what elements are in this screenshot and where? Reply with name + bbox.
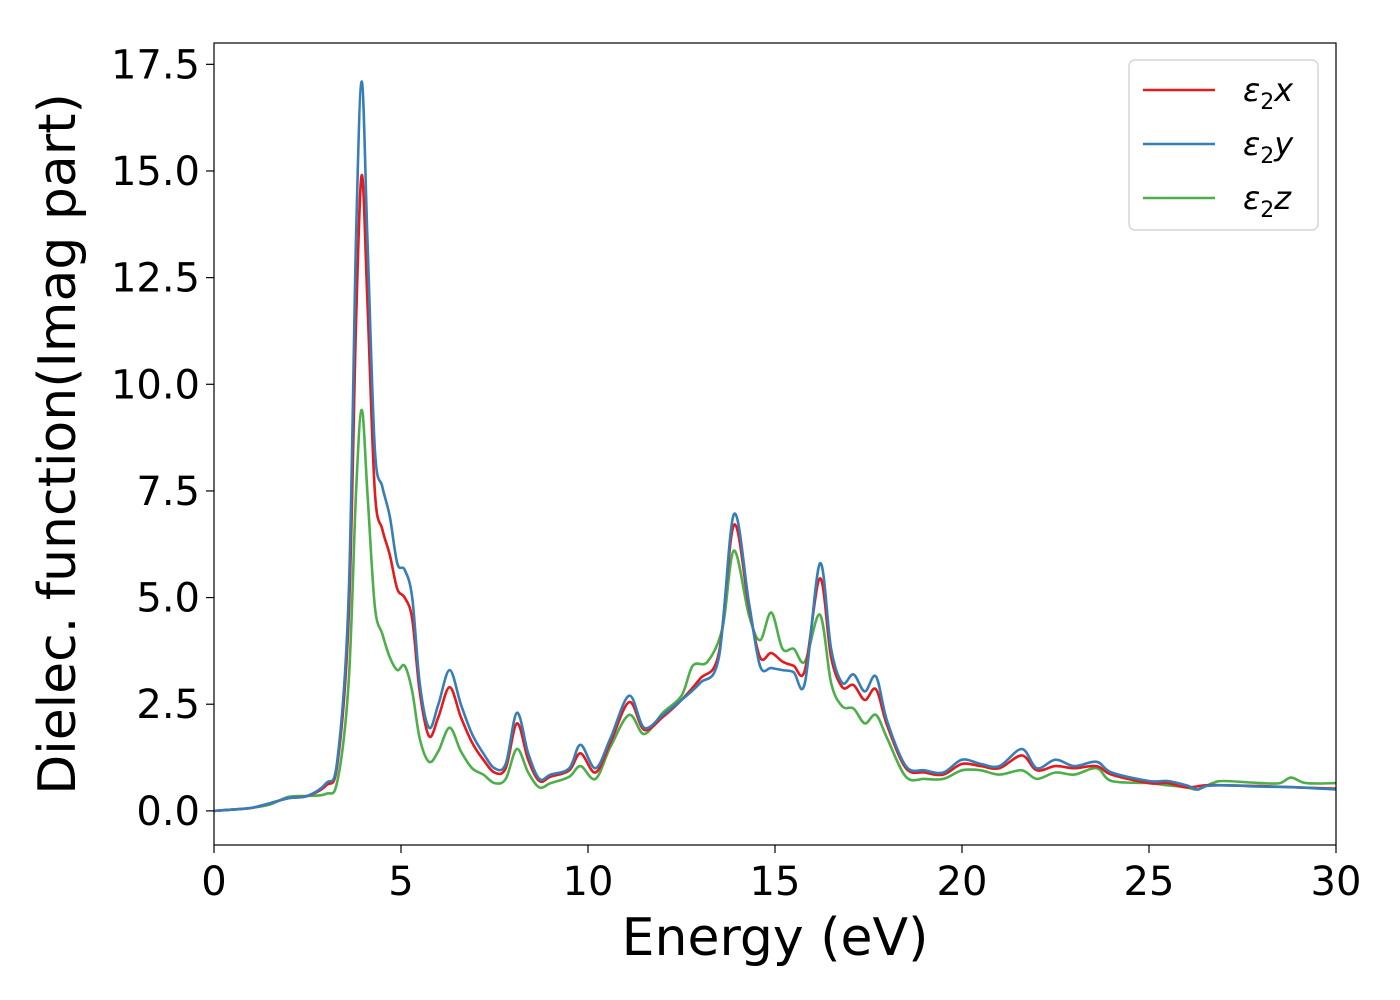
y-tick-label: 17.5 bbox=[111, 42, 200, 88]
x-tick-label: 0 bbox=[201, 859, 226, 905]
legend-label-x: ε2x bbox=[1243, 71, 1294, 115]
y-tick-label: 5.0 bbox=[136, 576, 200, 622]
series-layer bbox=[214, 80, 1336, 813]
x-tick-label: 25 bbox=[1124, 859, 1175, 905]
y-tick-label: 10.0 bbox=[111, 362, 200, 408]
legend-box bbox=[1128, 59, 1319, 231]
x-tick-label: 10 bbox=[563, 859, 614, 905]
y-tick-label: 15.0 bbox=[111, 149, 200, 195]
x-tick-label: 5 bbox=[388, 859, 413, 905]
x-tick-label: 30 bbox=[1311, 859, 1362, 905]
y-tick-label: 12.5 bbox=[111, 256, 200, 302]
series-line-z bbox=[214, 408, 1336, 813]
legend: ε2x ε2y ε2z bbox=[1128, 59, 1319, 231]
x-axis-title: Energy (eV) bbox=[622, 908, 929, 968]
y-tick-label: 7.5 bbox=[136, 469, 200, 515]
y-axis-title: Dielec. function(Imag part) bbox=[28, 93, 88, 795]
y-tick-label: 2.5 bbox=[136, 682, 200, 728]
x-tick-label: 15 bbox=[750, 859, 801, 905]
series-line-y bbox=[214, 80, 1336, 813]
y-axis: 0.0 2.5 5.0 7.5 10.0 12.5 15.0 17.5 bbox=[111, 42, 214, 835]
series-line-x bbox=[214, 173, 1336, 813]
legend-label-z: ε2z bbox=[1243, 179, 1292, 223]
legend-label-y: ε2y bbox=[1243, 125, 1294, 169]
y-tick-label: 0.0 bbox=[136, 789, 200, 835]
x-tick-label: 20 bbox=[937, 859, 988, 905]
x-axis: 0 5 10 15 20 25 30 bbox=[201, 845, 1361, 905]
